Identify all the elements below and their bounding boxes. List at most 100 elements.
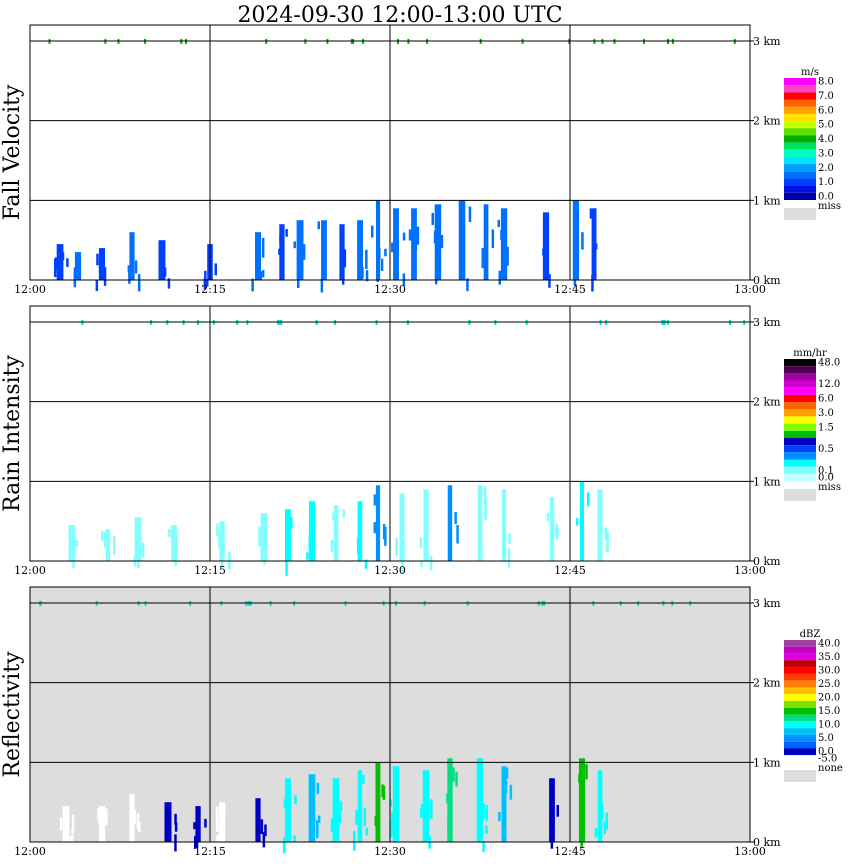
legend-swatch <box>784 142 816 150</box>
legend-unit: m/s <box>801 67 819 78</box>
data-cell <box>56 244 64 280</box>
data-speckle <box>290 517 293 529</box>
legend-label: 30.0 <box>818 665 840 676</box>
legend-swatch <box>784 755 816 762</box>
data-speckle <box>371 225 374 238</box>
data-speckle <box>549 778 553 792</box>
data-speckle <box>71 827 74 834</box>
legend-swatch <box>784 714 816 722</box>
legend-missing-label: miss <box>818 482 841 493</box>
data-cell <box>164 802 172 842</box>
data-speckle <box>483 485 487 504</box>
y-axis-label: Rain Intensity <box>0 354 25 511</box>
legend-label: 3.0 <box>818 408 834 419</box>
x-tick-label: 12:30 <box>374 283 406 296</box>
plot-frame <box>29 24 751 281</box>
data-cell <box>549 778 555 843</box>
data-speckle <box>454 512 457 524</box>
legend-swatch <box>784 192 816 200</box>
data-speckle <box>285 558 288 576</box>
legend-label: 0.5 <box>818 444 834 455</box>
data-speckle <box>137 274 141 292</box>
data-speckle <box>341 272 345 285</box>
data-speckle <box>71 537 75 549</box>
legend-label: 12.0 <box>818 379 840 390</box>
data-speckle <box>509 784 513 800</box>
x-tick-label: 13:00 <box>734 283 766 296</box>
data-speckle <box>594 243 598 250</box>
y-tick-label: 0 km <box>753 274 781 287</box>
legend-label: 2.0 <box>818 163 834 174</box>
legend-missing-swatch <box>784 770 816 782</box>
data-speckle <box>391 812 394 826</box>
data-speckle <box>507 548 511 568</box>
data-speckle <box>374 816 377 826</box>
data-speckle <box>251 278 254 292</box>
legend-swatch <box>784 373 816 381</box>
data-speckle <box>353 831 356 851</box>
data-speckle <box>316 782 320 795</box>
data-speckle <box>427 806 430 820</box>
data-speckle <box>193 822 196 830</box>
legend-label: 0.0 <box>818 192 834 203</box>
y-tick-label: 1 km <box>753 475 781 488</box>
legend-swatch <box>784 78 816 86</box>
data-speckle <box>133 809 137 824</box>
data-speckle <box>585 764 588 780</box>
data-speckle <box>604 527 607 541</box>
data-speckle <box>338 812 342 823</box>
legend-swatch <box>784 437 816 446</box>
data-speckle <box>401 561 404 574</box>
data-speckle <box>334 814 337 835</box>
data-speckle <box>308 536 311 550</box>
data-speckle <box>134 260 138 274</box>
panels: 0 km 1 km 2 km 3 km 12:00 12:15 12:30 12:45 13:0… <box>0 24 843 858</box>
x-tick-label: 12:00 <box>14 845 46 858</box>
data-speckle <box>481 248 484 266</box>
legend-swatch <box>784 387 816 395</box>
legend-swatch <box>784 667 816 674</box>
data-cell <box>477 485 483 561</box>
data-cell <box>195 806 201 842</box>
y-tick-label: 1 km <box>753 756 781 769</box>
data-cell <box>332 778 340 843</box>
y-tick-label: 0 km <box>753 836 781 849</box>
data-speckle <box>215 806 219 822</box>
data-speckle <box>317 221 320 230</box>
data-speckle <box>606 531 609 552</box>
data-cell <box>422 770 430 842</box>
legend-swatch <box>784 85 816 93</box>
data-speckle <box>361 266 364 279</box>
data-cell <box>333 505 339 561</box>
legend-swatch <box>784 640 816 647</box>
data-speckle <box>419 537 423 548</box>
data-cell <box>447 485 453 561</box>
data-speckle <box>448 488 452 503</box>
data-speckle <box>59 817 63 831</box>
legend-swatch <box>784 156 816 165</box>
legend-label: 4.0 <box>818 134 834 145</box>
data-speckle <box>548 274 551 288</box>
data-speckle <box>261 237 265 258</box>
data-speckle <box>546 513 550 522</box>
y-tick-label: 2 km <box>753 115 781 128</box>
data-speckle <box>359 259 362 276</box>
legend-label: 5.0 <box>818 733 834 744</box>
data-cell <box>134 517 142 561</box>
data-speckle <box>431 212 434 225</box>
data-speckle <box>381 784 384 798</box>
data-cell <box>549 497 555 562</box>
data-speckle <box>103 835 106 854</box>
data-speckle <box>600 802 604 819</box>
data-speckle <box>167 278 171 289</box>
data-speckle <box>460 214 463 225</box>
data-speckle <box>452 767 455 782</box>
data-speckle <box>320 278 324 293</box>
legend-swatch <box>784 185 816 193</box>
legend-swatch <box>784 459 816 467</box>
y-tick-label: 3 km <box>753 316 781 329</box>
data-speckle <box>340 228 343 246</box>
data-speckle <box>500 230 503 240</box>
